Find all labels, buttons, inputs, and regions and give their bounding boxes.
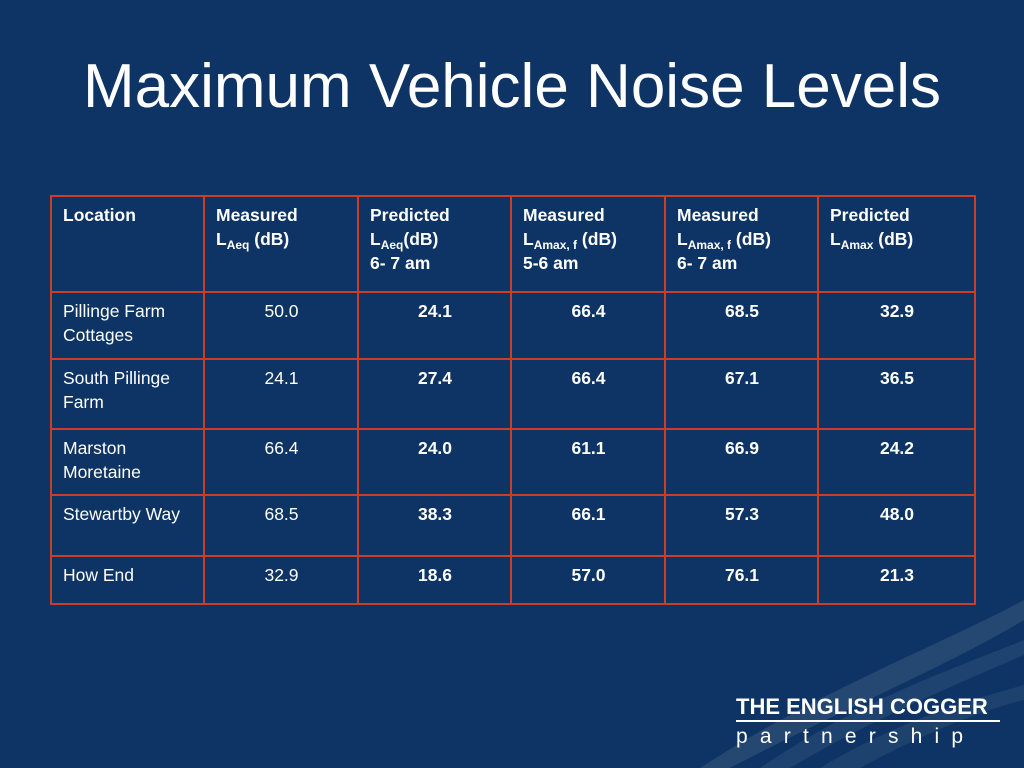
measured-lamax-6-7-cell: 76.1 — [664, 555, 819, 605]
measured-laeq-cell: 66.4 — [203, 428, 359, 496]
predicted-lamax-cell: 36.5 — [817, 358, 976, 430]
header-measured-lamax-6-7: Measured LAmax, f (dB) 6- 7 am — [664, 195, 819, 293]
header-predicted-laeq: Predicted LAeq(dB) 6- 7 am — [357, 195, 512, 293]
predicted-lamax-cell: 24.2 — [817, 428, 976, 496]
header-predicted-lamax: Predicted LAmax (dB) — [817, 195, 976, 293]
table-row: Marston Moretaine 66.4 24.0 61.1 66.9 24… — [50, 428, 976, 496]
measured-laeq-cell: 32.9 — [203, 555, 359, 605]
measured-lamax-6-7-cell: 66.9 — [664, 428, 819, 496]
table-row: South Pillinge Farm 24.1 27.4 66.4 67.1 … — [50, 358, 976, 430]
measured-lamax-5-6-cell: 66.1 — [510, 494, 666, 557]
location-cell: Marston Moretaine — [50, 428, 205, 496]
predicted-lamax-cell: 32.9 — [817, 291, 976, 360]
measured-lamax-5-6-cell: 66.4 — [510, 358, 666, 430]
predicted-laeq-cell: 24.0 — [357, 428, 512, 496]
table-header-row: Location Measured LAeq (dB) Predicted LA… — [50, 195, 976, 293]
measured-lamax-5-6-cell: 61.1 — [510, 428, 666, 496]
predicted-laeq-cell: 27.4 — [357, 358, 512, 430]
measured-lamax-5-6-cell: 57.0 — [510, 555, 666, 605]
measured-laeq-cell: 68.5 — [203, 494, 359, 557]
location-cell: South Pillinge Farm — [50, 358, 205, 430]
measured-lamax-5-6-cell: 66.4 — [510, 291, 666, 360]
measured-lamax-6-7-cell: 67.1 — [664, 358, 819, 430]
location-cell: Pillinge Farm Cottages — [50, 291, 205, 360]
location-cell: How End — [50, 555, 205, 605]
header-measured-lamax-5-6: Measured LAmax, f (dB) 5-6 am — [510, 195, 666, 293]
measured-lamax-6-7-cell: 68.5 — [664, 291, 819, 360]
predicted-laeq-cell: 24.1 — [357, 291, 512, 360]
table-row: Pillinge Farm Cottages 50.0 24.1 66.4 68… — [50, 291, 976, 360]
logo-wordmark: THE ENGLISH COGGER — [736, 694, 1000, 722]
predicted-laeq-cell: 38.3 — [357, 494, 512, 557]
measured-lamax-6-7-cell: 57.3 — [664, 494, 819, 557]
table-row: How End 32.9 18.6 57.0 76.1 21.3 — [50, 555, 976, 605]
predicted-lamax-cell: 21.3 — [817, 555, 976, 605]
measured-laeq-cell: 24.1 — [203, 358, 359, 430]
measured-laeq-cell: 50.0 — [203, 291, 359, 360]
company-logo: THE ENGLISH COGGER partnership — [736, 694, 1000, 752]
predicted-laeq-cell: 18.6 — [357, 555, 512, 605]
location-cell: Stewartby Way — [50, 494, 205, 557]
noise-levels-table: Location Measured LAeq (dB) Predicted LA… — [50, 195, 976, 605]
predicted-lamax-cell: 48.0 — [817, 494, 976, 557]
slide-title: Maximum Vehicle Noise Levels — [82, 52, 941, 121]
logo-tagline: partnership — [736, 725, 976, 748]
header-measured-laeq: Measured LAeq (dB) — [203, 195, 359, 293]
table-row: Stewartby Way 68.5 38.3 66.1 57.3 48.0 — [50, 494, 976, 557]
header-location: Location — [50, 195, 205, 293]
